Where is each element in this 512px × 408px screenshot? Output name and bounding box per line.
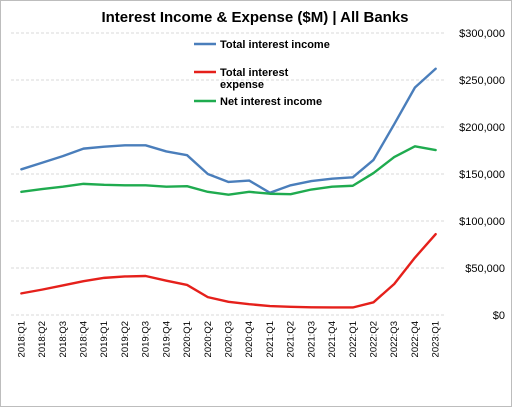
series-line-2 — [20, 145, 437, 196]
series-line-1 — [20, 232, 437, 309]
legend-label: Total interest income — [220, 39, 330, 51]
x-tick-label: 2019:Q2 — [120, 321, 131, 357]
x-tick-label: 2021:Q2 — [286, 321, 297, 357]
y-tick-label: $200,000 — [459, 122, 505, 134]
x-tick-label: 2019:Q1 — [99, 321, 110, 357]
legend: Total interest income Total interestexpen… — [194, 39, 330, 108]
x-axis-ticks: 2018:Q1 2018:Q2 2018:Q3 2018:Q4 2019:Q1 2019:… — [16, 321, 441, 357]
x-tick-label: 2021:Q3 — [306, 321, 317, 357]
y-tick-label: $300,000 — [459, 28, 505, 40]
x-tick-label: 2022:Q2 — [369, 321, 380, 357]
legend-label: Net interest income — [220, 96, 322, 108]
series-lines — [20, 67, 437, 309]
legend-label: Total interest — [220, 67, 289, 79]
y-axis-ticks: $0 $50,000 $100,000 $150,000 $200,000 $250,00… — [459, 28, 505, 322]
x-tick-label: 2020:Q4 — [244, 321, 255, 357]
x-tick-label: 2018:Q2 — [37, 321, 48, 357]
y-tick-label: $150,000 — [459, 169, 505, 181]
x-tick-label: 2022:Q1 — [348, 321, 359, 357]
y-tick-label: $250,000 — [459, 75, 505, 87]
gridlines — [11, 32, 446, 316]
x-tick-label: 2019:Q3 — [141, 321, 152, 357]
series-line-0 — [20, 67, 437, 195]
x-tick-label: 2023:Q1 — [431, 321, 442, 357]
y-tick-label: $50,000 — [465, 263, 505, 275]
x-tick-label: 2022:Q4 — [410, 321, 421, 357]
x-tick-label: 2020:Q3 — [224, 321, 235, 357]
x-tick-label: 2018:Q3 — [58, 321, 69, 357]
legend-label: expense — [220, 79, 264, 91]
x-tick-label: 2020:Q2 — [203, 321, 214, 357]
x-tick-label: 2018:Q4 — [79, 321, 90, 357]
x-tick-label: 2021:Q4 — [327, 321, 338, 357]
x-tick-label: 2020:Q1 — [182, 321, 193, 357]
chart-title: Interest Income & Expense ($M) | All Ban… — [101, 9, 408, 26]
y-tick-label: $0 — [493, 310, 505, 322]
x-tick-label: 2022:Q3 — [389, 321, 400, 357]
x-tick-label: 2019:Q4 — [161, 321, 172, 357]
y-tick-label: $100,000 — [459, 216, 505, 228]
x-tick-label: 2021:Q1 — [265, 321, 276, 357]
x-tick-label: 2018:Q1 — [16, 321, 27, 357]
